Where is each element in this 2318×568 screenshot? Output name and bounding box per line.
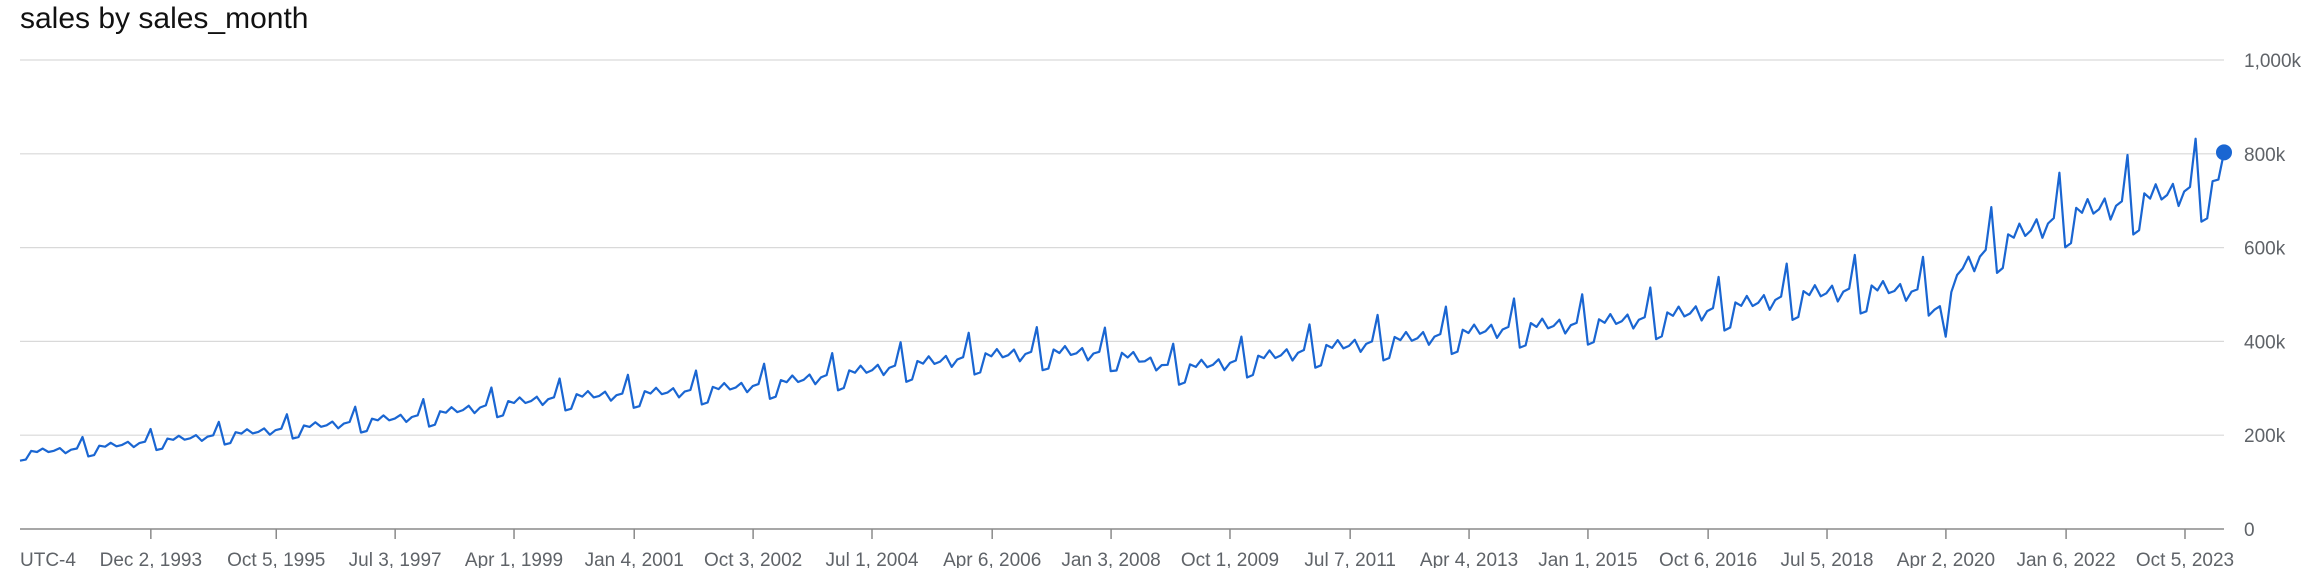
x-tick-label: Jul 7, 2011 — [1304, 550, 1396, 568]
x-tick-label: Jul 1, 2004 — [826, 550, 919, 568]
x-tick-label: Jan 6, 2022 — [2016, 550, 2115, 568]
series-layer — [19, 137, 2232, 462]
grid-layer — [20, 59, 2224, 436]
x-tick-label: Jul 3, 1997 — [349, 550, 442, 568]
x-tick-label: Apr 1, 1999 — [465, 550, 563, 568]
x-tick-label: Apr 2, 2020 — [1897, 550, 1995, 568]
axis-layer — [20, 528, 2224, 539]
chart-title: sales by sales_month — [20, 2, 309, 35]
latest-value-marker[interactable] — [2216, 144, 2232, 161]
x-tick-label: Jul 5, 2018 — [1781, 550, 1874, 568]
sales-series-line — [19, 137, 2226, 462]
x-axis-timezone-label: UTC-4 — [20, 550, 76, 568]
y-tick-label: 600k — [2244, 239, 2286, 260]
x-tick-label: Oct 5, 2023 — [2136, 550, 2234, 568]
x-tick-label: Oct 3, 2002 — [704, 550, 802, 568]
y-tick-label: 1,000k — [2244, 51, 2302, 72]
y-tick-label: 0 — [2244, 520, 2255, 541]
y-tick-label: 800k — [2244, 145, 2286, 166]
x-tick-label: Dec 2, 1993 — [100, 550, 202, 568]
x-tick-label: Oct 5, 1995 — [227, 550, 325, 568]
y-tick-label: 400k — [2244, 332, 2286, 353]
label-layer: 0 200k 400k 600k 800k 1,000k UTC-4 Dec 2, 1993 O… — [20, 51, 2302, 568]
x-tick-label: Oct 6, 2016 — [1659, 550, 1757, 568]
x-tick-label: Apr 4, 2013 — [1420, 550, 1518, 568]
x-tick-label: Apr 6, 2006 — [943, 550, 1041, 568]
y-tick-label: 200k — [2244, 426, 2286, 447]
x-tick-label: Jan 4, 2001 — [585, 550, 684, 568]
x-tick-label: Jan 1, 2015 — [1538, 550, 1637, 568]
x-tick-label: Oct 1, 2009 — [1181, 550, 1279, 568]
x-tick-label: Jan 3, 2008 — [1061, 550, 1160, 568]
